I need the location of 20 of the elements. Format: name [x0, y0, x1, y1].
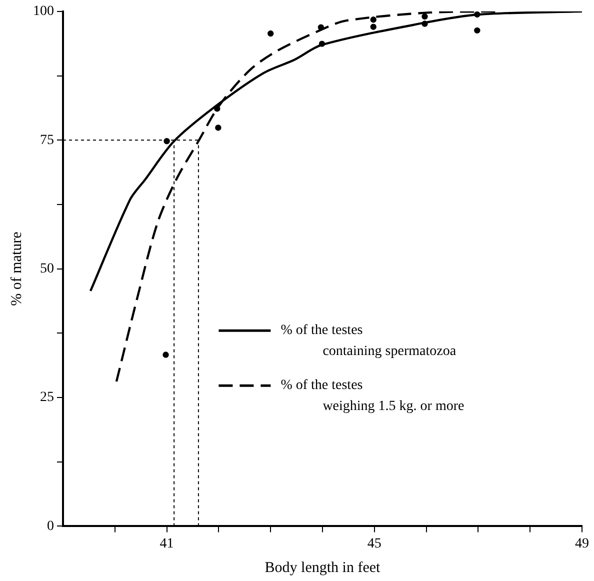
legend-label: % of the testes weighing 1.5 kg. or more	[280, 378, 464, 414]
point	[370, 16, 376, 23]
y-tick-label: 100	[33, 4, 54, 20]
point	[162, 352, 169, 358]
y-tick-label: 75	[40, 132, 54, 148]
point	[474, 27, 480, 34]
y-tick-label: 25	[40, 390, 54, 406]
y-tick-label: 50	[40, 261, 54, 276]
point	[370, 24, 376, 30]
point	[164, 138, 170, 144]
legend-label: % of the testes containing spermatozoa	[280, 323, 457, 360]
x-axis-title: Body length in feet	[264, 560, 382, 576]
x-tick-label: 41	[160, 536, 174, 552]
y-axis-title: % of mature	[8, 231, 25, 306]
x-tick-label: 45	[367, 536, 382, 552]
y-tick-label: 0	[47, 518, 54, 534]
x-tick-label: 49	[575, 536, 589, 552]
point	[422, 13, 428, 20]
point	[268, 30, 274, 37]
point	[215, 124, 222, 131]
